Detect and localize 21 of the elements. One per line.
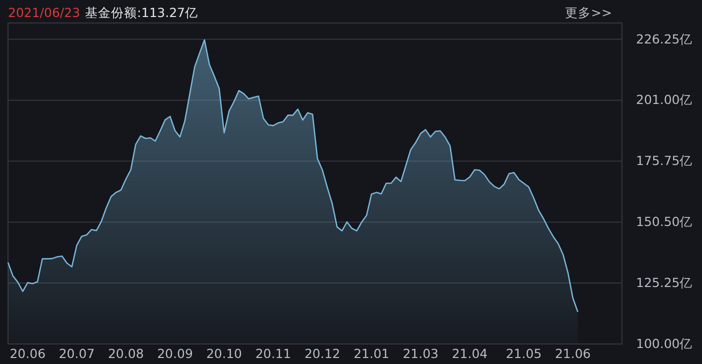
x-tick-label: 21.04: [452, 346, 488, 361]
x-tick-label: 20.09: [157, 346, 193, 361]
y-tick-label: 175.75亿: [636, 153, 693, 168]
x-tick-label: 21.03: [402, 346, 439, 361]
x-tick-label: 21.01: [354, 346, 390, 361]
x-tick-label: 20.08: [108, 346, 144, 361]
x-tick-label: 20.11: [255, 346, 292, 361]
y-tick-label: 150.50亿: [636, 214, 693, 230]
y-tick-label: 125.25亿: [636, 275, 693, 290]
chart-title: 2021/06/23: [8, 5, 80, 20]
y-tick-label: 201.00亿: [636, 92, 693, 108]
x-tick-label: 20.06: [10, 346, 46, 361]
text: 更多>>: [565, 5, 612, 20]
x-tick-label: 20.07: [58, 346, 95, 361]
x-tick-label: 20.10: [206, 346, 242, 361]
x-tick-label: 20.12: [304, 346, 340, 361]
x-tick-label: 21.05: [506, 346, 542, 361]
x-tick-label: 21.06: [554, 346, 591, 361]
chart-subtitle: 基金份额:113.27亿: [85, 5, 198, 20]
y-tick-label: 226.25亿: [636, 31, 693, 46]
y-tick-label: 100.00亿: [636, 336, 693, 351]
